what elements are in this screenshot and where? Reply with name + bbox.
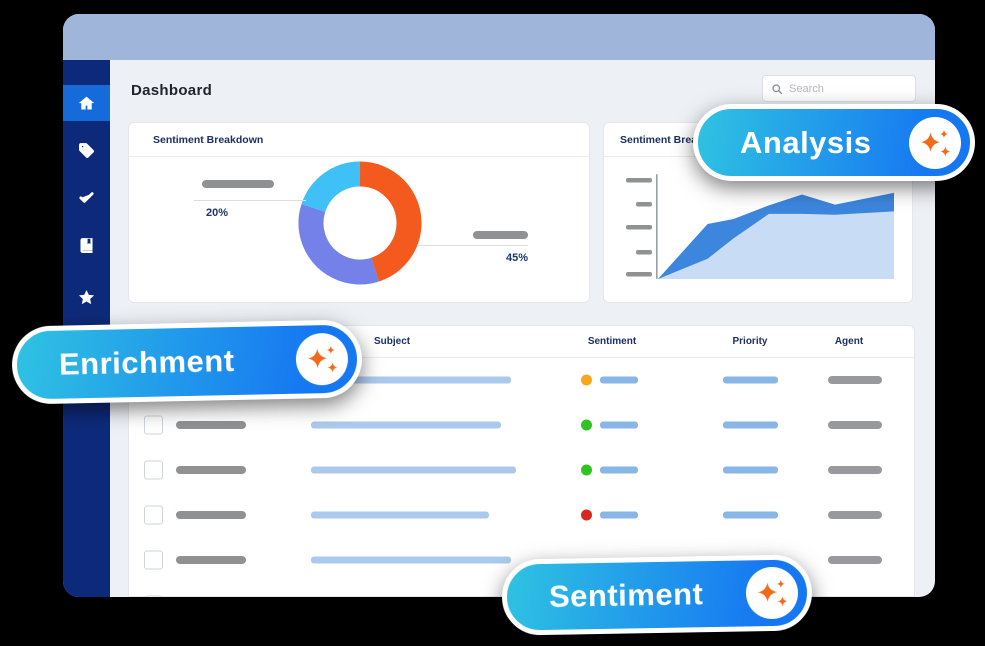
card-sentiment-donut: Sentiment Breakdown 20% 45% [128,122,590,303]
table-row [129,582,914,597]
sentiment-dot-red [581,509,592,520]
badge-analysis[interactable]: Analysis [693,104,975,181]
check-icon [79,191,94,203]
priority-placeholder-bar [723,511,778,518]
placeholder-bar [176,510,246,519]
sidebar-item-tickets[interactable] [63,132,110,168]
priority-placeholder-bar [723,466,778,473]
column-header-sentiment: Sentiment [587,336,637,347]
sentiment-dot-orange [581,374,592,385]
donut-chart [298,161,422,285]
column-header-priority: Priority [732,336,768,347]
sentiment-placeholder-bar [600,421,638,428]
sentiment-dot-green [581,464,592,475]
subject-placeholder-bar [311,511,489,518]
priority-placeholder-bar [723,421,778,428]
badge-icon-circle [745,566,799,620]
y-axis-tick [626,225,652,230]
column-header-subject: Subject [374,336,411,347]
placeholder-bar [473,231,528,239]
agent-placeholder-bar [828,375,882,384]
callout-line [418,245,528,246]
agent-placeholder-bar [828,555,882,564]
y-axis-line [656,174,658,279]
page-title: Dashboard [131,82,213,99]
book-icon [80,237,93,253]
row-checkbox[interactable] [144,550,163,569]
sentiment-placeholder-bar [600,511,638,518]
divider [129,156,589,157]
sidebar-item-knowledge[interactable] [63,227,110,263]
sidebar-item-home[interactable] [63,85,110,121]
sidebar-item-favorites[interactable] [63,279,110,315]
table-header: Subject Sentiment Priority Agent [129,326,914,357]
search-icon [772,83,783,94]
table-row [129,402,914,447]
row-checkbox[interactable] [144,595,163,597]
sparkle-icon [920,129,951,156]
badge-icon-circle [295,332,349,386]
badge-sentiment[interactable]: Sentiment [501,554,813,636]
area-chart [626,174,894,279]
area-series-lower-band [658,211,894,279]
sentiment-placeholder-bar [600,376,638,383]
badge-label: Enrichment [58,343,235,382]
sidebar-item-tasks[interactable] [63,179,110,215]
subject-placeholder-bar [311,466,516,473]
app-window: Dashboard Sentiment Breakdown 20% 45% Se… [63,14,935,597]
sentiment-dot-green [581,419,592,430]
badge-enrichment[interactable]: Enrichment [11,319,363,405]
sparkle-icon [307,345,338,373]
star-icon [78,289,95,304]
badge-label: Sentiment [548,576,704,614]
subject-placeholder-bar [311,421,501,428]
placeholder-bar [176,465,246,474]
column-header-agent: Agent [834,336,864,347]
priority-placeholder-bar [723,376,778,383]
placeholder-bar [202,180,274,188]
y-axis-tick [626,272,652,277]
agent-placeholder-bar [828,465,882,474]
row-checkbox[interactable] [144,415,163,434]
row-checkbox[interactable] [144,460,163,479]
subject-placeholder-bar [311,376,511,383]
callout-line [194,200,306,201]
table-row [129,537,914,582]
home-icon [78,96,95,110]
donut-label-right: 45% [506,252,529,264]
table-row [129,447,914,492]
divider [129,357,914,358]
y-axis-tick [636,202,652,207]
search-box[interactable] [762,75,916,102]
sentiment-placeholder-bar [600,466,638,473]
window-titlebar [63,14,935,60]
y-axis-tick [636,250,652,255]
agent-placeholder-bar [828,420,882,429]
placeholder-bar [176,555,246,564]
subject-placeholder-bar [311,556,511,563]
donut-label-left: 20% [206,207,229,219]
card-title: Sentiment Breakdown [153,134,264,146]
ticket-icon [79,142,94,158]
table-row [129,492,914,537]
row-checkbox[interactable] [144,505,163,524]
y-axis-tick [626,178,652,183]
agent-placeholder-bar [828,510,882,519]
badge-icon-circle [909,116,961,169]
sparkle-icon [757,579,788,607]
search-input[interactable] [789,82,907,95]
badge-label: Analysis [740,124,872,160]
placeholder-bar [176,420,246,429]
